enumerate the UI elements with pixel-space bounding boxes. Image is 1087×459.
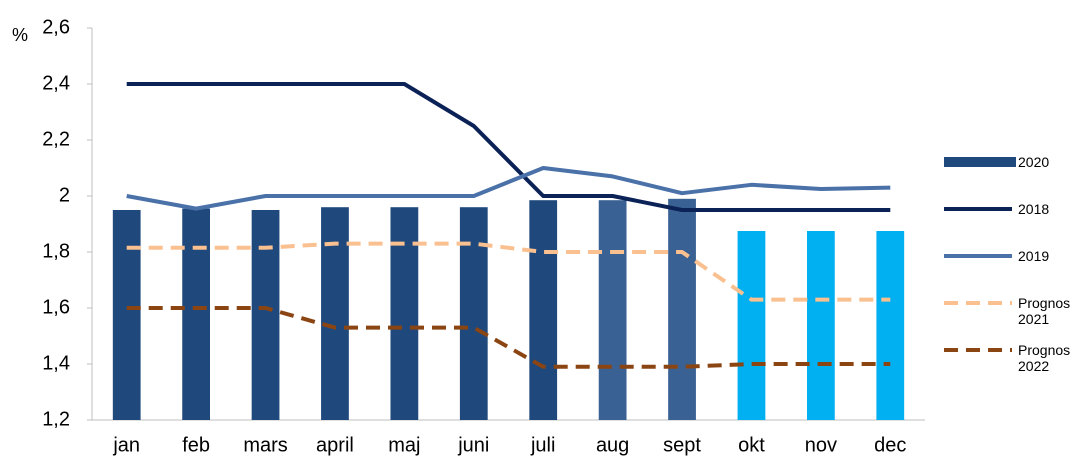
line-series bbox=[126, 241, 891, 302]
x-tick-label: sept bbox=[663, 434, 701, 456]
legend-label: Prognos 2021 bbox=[1018, 295, 1071, 327]
legend-label: 2019 bbox=[1018, 248, 1050, 264]
legend-label: 2018 bbox=[1018, 201, 1050, 217]
legend-label: 2020 bbox=[1018, 154, 1050, 170]
bar bbox=[598, 200, 627, 420]
line-series bbox=[126, 82, 891, 212]
x-tick-label: jan bbox=[112, 434, 140, 456]
y-tick-label: 2,4 bbox=[42, 72, 70, 94]
x-tick-label: nov bbox=[805, 434, 837, 456]
bar bbox=[112, 210, 141, 420]
y-tick-label: 1,2 bbox=[42, 408, 70, 430]
bar bbox=[876, 231, 905, 420]
bar bbox=[182, 208, 211, 420]
legend-swatch bbox=[944, 157, 1016, 167]
bar bbox=[390, 207, 419, 420]
x-tick-label: juli bbox=[530, 434, 555, 456]
y-tick-label: 1,4 bbox=[42, 352, 70, 374]
line-series bbox=[126, 166, 891, 211]
legend-label: Prognos 2022 bbox=[1018, 342, 1071, 374]
x-tick-label: mars bbox=[243, 434, 287, 456]
bar bbox=[321, 207, 349, 420]
x-tick-label: feb bbox=[182, 434, 210, 456]
x-tick-label: dec bbox=[874, 434, 906, 456]
y-axis-label: % bbox=[12, 25, 28, 45]
line-series bbox=[126, 306, 891, 369]
y-tick-label: 1,6 bbox=[42, 296, 70, 318]
y-tick-label: 2,2 bbox=[42, 128, 70, 150]
x-tick-label: maj bbox=[388, 434, 420, 456]
x-tick-label: juni bbox=[457, 434, 489, 456]
bar bbox=[668, 198, 696, 420]
bar bbox=[251, 210, 280, 420]
y-tick-label: 2,6 bbox=[42, 16, 70, 38]
x-tick-label: aug bbox=[596, 434, 629, 456]
y-tick-label: 2 bbox=[59, 184, 70, 206]
bar bbox=[806, 231, 835, 420]
x-tick-label: april bbox=[316, 434, 354, 456]
bar bbox=[737, 231, 766, 420]
bar bbox=[529, 200, 558, 420]
x-tick-label: okt bbox=[738, 434, 765, 456]
bar bbox=[459, 207, 488, 420]
y-tick-label: 1,8 bbox=[42, 240, 70, 262]
